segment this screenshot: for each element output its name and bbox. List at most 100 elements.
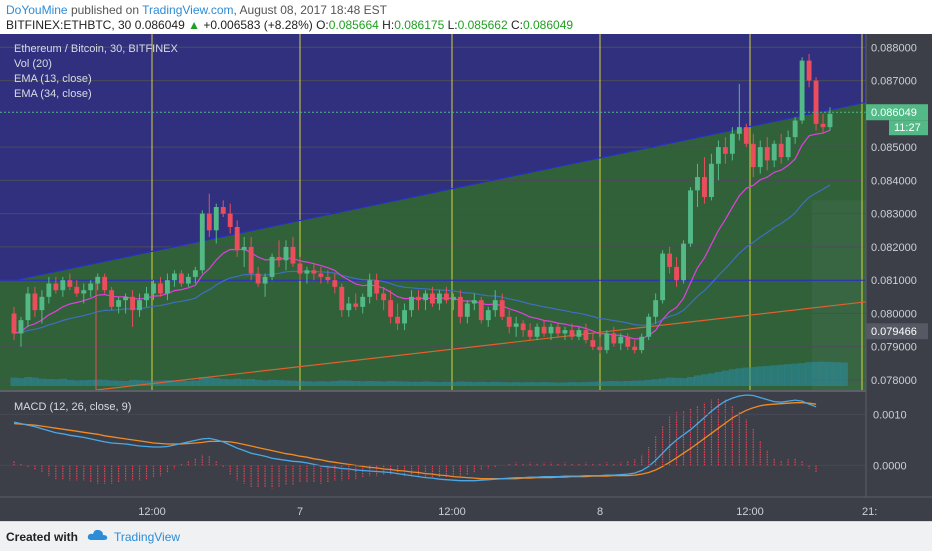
candle-body [60,280,66,291]
volume-bar [73,380,81,386]
volume-bar [115,380,123,386]
volume-bar [631,380,639,386]
candle-body [367,280,373,297]
volume-bar [122,380,130,386]
candle-body [471,300,477,304]
volume-bar [317,381,325,386]
symbol-line: BITFINEX:ETHBTC, 30 0.086049 ▲ +0.006583… [6,18,573,32]
published-text: published on [67,3,143,17]
volume-bar [177,380,186,386]
author-link[interactable]: DoYouMine [6,3,68,17]
candle-body [499,300,505,317]
volume-bar [101,379,109,386]
time-tick-label: 7 [297,506,303,518]
candle-body [597,346,603,351]
last-value: 0.086049 [134,18,185,32]
candle-body [702,177,707,198]
candle-body [562,330,568,334]
chart-canvas[interactable]: 0.088000 0.087000 0.085000 0.084000 0.083000… [0,34,932,521]
volume-bar [491,381,500,386]
candle-body [492,300,498,311]
volume-bar [324,381,332,386]
high-value: 0.086175 [394,18,445,32]
created-with-text: Created with [6,530,79,544]
volume-bar [610,380,618,386]
candle-body [283,246,289,261]
low-value: 0.085662 [457,18,508,32]
volume-bar [408,381,416,386]
volume-bar [463,381,472,386]
price-axis[interactable] [866,34,932,497]
price-gridlines [0,46,866,381]
volume-bar [366,380,374,386]
site-link[interactable]: TradingView.com [142,3,234,17]
ema34-legend[interactable]: EMA (34, close) [14,88,92,100]
price-tick-label: 0.088000 [871,42,917,54]
time-axis[interactable] [0,497,932,521]
candle-body [18,320,24,334]
candle-body [88,283,94,291]
volume-bar [94,379,102,386]
candle-body [95,276,101,284]
volume-bar [714,372,723,386]
symbol-label: BITFINEX:ETHBTC, 30 [6,18,135,32]
candle-body [715,147,721,164]
candle-body [639,336,645,351]
tradingview-cloud-icon [86,527,110,548]
candle-body [423,293,428,301]
volume-bar [401,381,409,386]
high-label: H: [378,18,395,32]
macd-pane[interactable] [0,392,866,497]
volume-legend[interactable]: Vol (20) [14,58,52,70]
volume-bar [310,381,318,386]
candle-body [695,177,700,191]
ema13-legend[interactable]: EMA (13, close) [14,73,92,85]
candle-body [750,143,756,168]
time-tick-label: 8 [597,506,603,518]
candle-body [611,333,617,344]
macd-axis-labels: 0.0010 0.0000 [873,409,907,472]
candle-body [234,226,240,251]
candle-body [653,300,659,317]
volume-bar [826,361,834,386]
volume-bar [59,378,67,386]
candle-body [813,80,819,124]
volume-bar [603,381,611,386]
price-tick-label: 0.079000 [871,342,917,354]
symbol-legend[interactable]: Ethereum / Bitcoin, 30, BITFINEX [14,43,179,55]
volume-bar [652,379,660,386]
footer: Created with TradingView [0,521,932,551]
candle-body [590,340,596,347]
volume-bar [791,363,800,386]
macd-signal-line [13,402,817,480]
low-label: L: [444,18,458,32]
marked-price-tag: 0.079466 [871,326,917,338]
price-tick-label: 0.082000 [871,242,917,254]
candle-body [450,296,456,301]
candle-body [151,283,156,294]
channel-lower-line[interactable] [95,301,867,391]
candle-body [255,273,261,284]
volume-bar [694,375,702,386]
candle-body [53,283,59,291]
time-tick-label: 12:00 [138,506,166,518]
candle-body [548,326,554,334]
publish-date: , August 08, 2017 18:48 EST [233,3,387,17]
volume-bar [233,378,242,386]
candle-body [192,270,198,277]
candle-body [395,316,401,324]
volume-bar [275,380,283,386]
candle-body [416,296,421,301]
candle-body [213,207,219,231]
candle-body [248,246,254,274]
candle-body [674,266,680,281]
channel-upper-line[interactable] [13,101,867,281]
volume-bar [742,367,751,386]
open-label: O: [312,18,329,32]
tradingview-link[interactable]: TradingView [114,530,181,544]
candle-body [681,243,686,281]
candle-body [513,323,519,327]
time-tick-label: 12:00 [736,506,764,518]
volume-bar [470,382,479,386]
macd-legend[interactable]: MACD (12, 26, close, 9) [14,401,131,413]
